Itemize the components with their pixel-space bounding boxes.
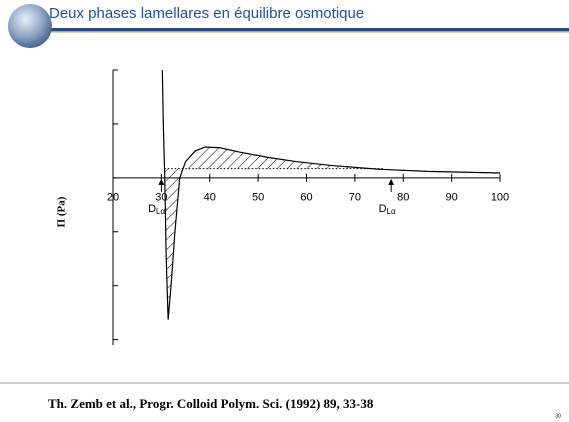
slide-title: Deux phases lamellares en équilibre osmo… — [49, 5, 364, 22]
y-axis-label: Π (Pa) — [56, 196, 68, 227]
header-rule-gold — [20, 31, 569, 33]
annotation: DLα — [379, 203, 396, 216]
hatch-region — [164, 147, 384, 320]
x-tick-label: 30 — [155, 192, 167, 204]
annotation-text: D — [148, 203, 156, 215]
annotation-sub: Lα' — [156, 207, 167, 216]
annotation-sub: Lα — [387, 207, 396, 216]
citation: Th. Zemb et al., Progr. Colloid Polym. S… — [48, 396, 374, 411]
logo — [8, 4, 52, 48]
curve — [161, 69, 501, 320]
annotation-text: D — [379, 203, 387, 215]
x-tick-label: 100 — [491, 192, 509, 204]
x-tick-label: 70 — [349, 192, 361, 204]
x-tick-label: 90 — [446, 192, 458, 204]
x-tick-label: 20 — [107, 192, 119, 204]
x-tick-label: 50 — [252, 192, 264, 204]
header-rule — [20, 28, 569, 31]
annotation: DLα' — [148, 203, 167, 216]
x-tick-label: 60 — [300, 192, 312, 204]
arrow-head — [158, 178, 165, 185]
x-tick-label: 40 — [204, 192, 216, 204]
x-tick-label: 80 — [397, 192, 409, 204]
page-number: 30 — [555, 413, 561, 419]
arrow-head — [388, 178, 395, 185]
